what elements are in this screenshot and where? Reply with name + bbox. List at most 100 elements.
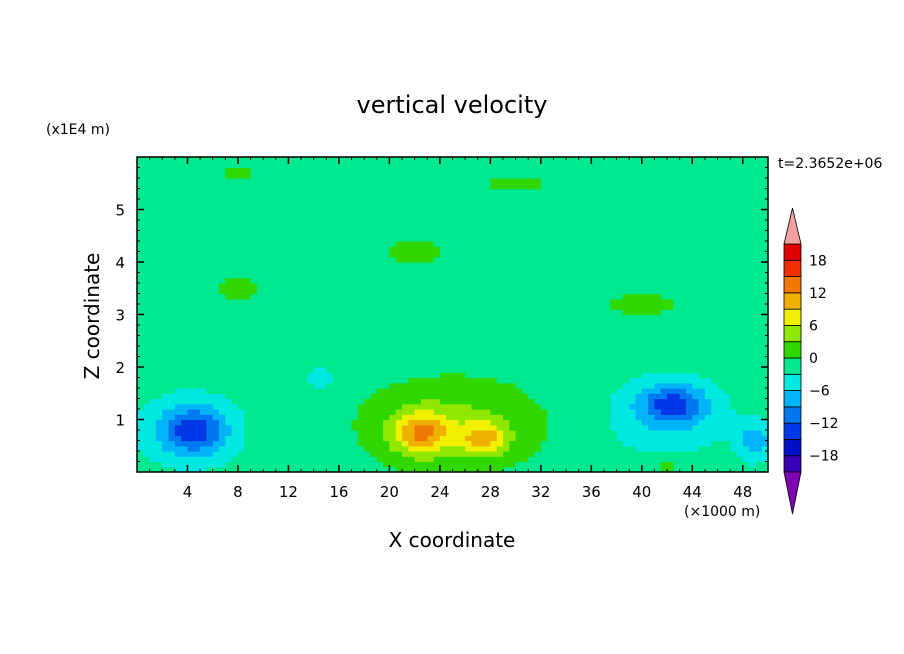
field-cell bbox=[237, 430, 245, 436]
field-cell bbox=[723, 256, 731, 263]
field-cell bbox=[174, 377, 182, 384]
field-cell bbox=[616, 372, 624, 379]
field-cell bbox=[275, 377, 283, 384]
field-cell bbox=[679, 367, 687, 373]
field-cell bbox=[250, 361, 258, 368]
field-cell bbox=[200, 246, 208, 253]
field-cell bbox=[351, 304, 359, 310]
field-cell bbox=[515, 220, 523, 226]
field-cell bbox=[534, 267, 542, 274]
field-cell bbox=[749, 267, 756, 274]
field-cell bbox=[402, 293, 409, 300]
field-cell bbox=[269, 235, 277, 242]
field-cell bbox=[345, 367, 353, 373]
field-cell bbox=[654, 361, 662, 368]
field-cell bbox=[162, 272, 170, 279]
field-cell bbox=[496, 230, 504, 237]
field-cell bbox=[490, 430, 498, 436]
field-cell bbox=[370, 330, 378, 337]
field-cell bbox=[395, 330, 403, 337]
field-cell bbox=[319, 409, 327, 415]
field-cell bbox=[206, 419, 214, 426]
field-cell bbox=[742, 424, 750, 431]
field-cell bbox=[749, 304, 756, 310]
field-cell bbox=[275, 451, 283, 457]
field-cell bbox=[364, 256, 372, 263]
field-cell bbox=[667, 351, 674, 358]
field-cell bbox=[679, 419, 687, 426]
field-cell bbox=[294, 414, 302, 421]
field-cell bbox=[294, 304, 302, 310]
field-cell bbox=[597, 388, 605, 394]
field-cell bbox=[458, 241, 466, 247]
field-cell bbox=[585, 445, 592, 452]
field-cell bbox=[566, 424, 573, 431]
field-cell bbox=[370, 209, 378, 216]
field-cell bbox=[610, 267, 618, 274]
field-cell bbox=[597, 461, 605, 468]
field-cell bbox=[301, 340, 308, 347]
field-cell bbox=[345, 356, 353, 363]
field-cell bbox=[219, 398, 226, 405]
field-cell bbox=[452, 251, 460, 258]
field-cell bbox=[749, 314, 756, 321]
field-cell bbox=[313, 393, 321, 400]
field-cell bbox=[496, 461, 504, 468]
field-cell bbox=[622, 372, 630, 379]
field-cell bbox=[414, 230, 422, 237]
field-cell bbox=[345, 361, 353, 368]
field-cell bbox=[755, 251, 763, 258]
field-cell bbox=[585, 330, 592, 337]
field-cell bbox=[660, 298, 668, 305]
field-cell bbox=[566, 267, 573, 274]
field-cell bbox=[168, 430, 176, 436]
field-cell bbox=[515, 241, 523, 247]
field-cell bbox=[484, 288, 491, 295]
field-cell bbox=[345, 372, 353, 379]
field-cell bbox=[212, 419, 220, 426]
field-cell bbox=[654, 451, 662, 457]
field-cell bbox=[685, 283, 693, 289]
field-cell bbox=[332, 267, 340, 274]
field-cell bbox=[263, 293, 271, 300]
field-cell bbox=[553, 304, 561, 310]
field-cell bbox=[294, 356, 302, 363]
field-cell bbox=[275, 346, 283, 352]
field-cell bbox=[502, 398, 510, 405]
field-cell bbox=[364, 398, 372, 405]
field-cell bbox=[338, 377, 346, 384]
field-cell bbox=[433, 451, 441, 457]
field-cell bbox=[326, 414, 334, 421]
field-cell bbox=[446, 430, 454, 436]
field-cell bbox=[534, 288, 542, 295]
field-cell bbox=[761, 325, 768, 331]
field-cell bbox=[521, 298, 529, 305]
field-cell bbox=[206, 382, 214, 389]
field-cell bbox=[351, 220, 359, 226]
field-cell bbox=[711, 272, 719, 279]
field-cell bbox=[471, 377, 479, 384]
field-cell bbox=[553, 246, 561, 253]
field-cell bbox=[458, 456, 466, 463]
field-cell bbox=[427, 304, 435, 310]
field-cell bbox=[263, 272, 271, 279]
field-cell bbox=[414, 335, 422, 342]
field-cell bbox=[616, 288, 624, 295]
field-cell bbox=[755, 367, 763, 373]
field-cell bbox=[477, 267, 485, 274]
field-cell bbox=[673, 214, 681, 221]
field-cell bbox=[427, 309, 435, 316]
field-cell bbox=[206, 403, 214, 410]
field-cell bbox=[591, 456, 599, 463]
field-cell bbox=[641, 466, 649, 472]
field-cell bbox=[673, 346, 681, 352]
field-cell bbox=[616, 424, 624, 431]
field-cell bbox=[452, 209, 460, 216]
field-cell bbox=[685, 225, 693, 232]
field-cell bbox=[427, 209, 435, 216]
field-cell bbox=[704, 456, 712, 463]
field-cell bbox=[149, 393, 157, 400]
field-cell bbox=[742, 461, 750, 468]
field-cell bbox=[168, 298, 176, 305]
field-cell bbox=[275, 267, 283, 274]
